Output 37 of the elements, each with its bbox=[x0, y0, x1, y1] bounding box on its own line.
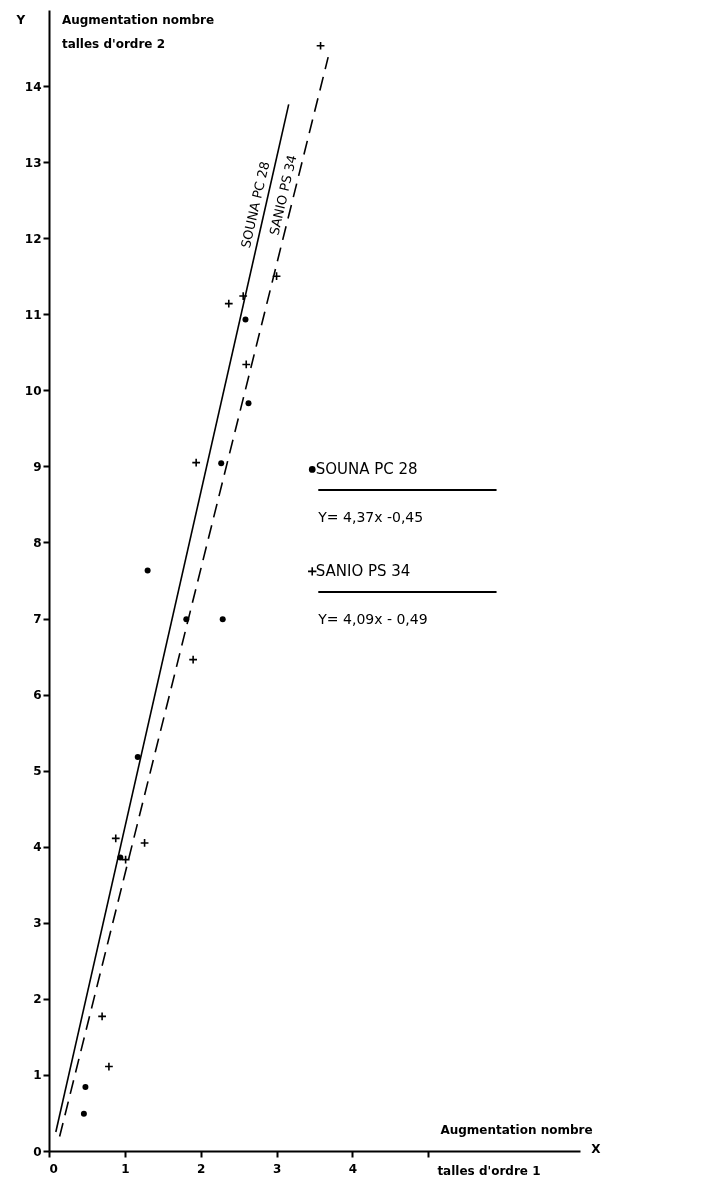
point bbox=[82, 1084, 89, 1091]
point bbox=[219, 616, 226, 623]
text: Augmentation nombre talles d'ordre 1 bbox=[437, 1122, 593, 1178]
x-tick-label: 2 bbox=[197, 1161, 206, 1176]
y-tick-label: 10 bbox=[24, 383, 42, 398]
y-axis-title: Augmentation nombre talles d'ordre 2 bbox=[61, 12, 215, 52]
y-tick-label: 13 bbox=[24, 155, 42, 170]
text: Y bbox=[15, 12, 26, 27]
y-tick-label: 6 bbox=[33, 688, 42, 703]
point bbox=[245, 400, 252, 407]
y-tick-label: 12 bbox=[24, 231, 42, 246]
y-tick-label: 2 bbox=[33, 992, 42, 1007]
legend-label: SOUNA PC 28 bbox=[315, 460, 418, 479]
x-tick-label: 3 bbox=[272, 1161, 282, 1176]
y-tick-label: 7 bbox=[33, 612, 42, 627]
y-tick-label: 1 bbox=[33, 1068, 42, 1083]
x-tick-label: 0 bbox=[49, 1161, 58, 1176]
x-tick-label: 4 bbox=[348, 1161, 358, 1176]
point bbox=[80, 1110, 87, 1117]
y-tick-label: 11 bbox=[24, 307, 42, 322]
point bbox=[218, 460, 225, 467]
y-tick-label: 4 bbox=[33, 840, 42, 855]
x-tick-label: 1 bbox=[121, 1161, 130, 1176]
point bbox=[144, 567, 151, 574]
point bbox=[134, 753, 141, 760]
point bbox=[242, 316, 249, 323]
annotation: Y= 4,37x -0,45 bbox=[317, 509, 424, 526]
y-tick-label: 14 bbox=[24, 79, 42, 94]
y-tick-label: 9 bbox=[33, 459, 42, 474]
point bbox=[238, 291, 248, 301]
y-tick-label: 8 bbox=[33, 535, 42, 550]
annotation: Y= 4,09x - 0,49 bbox=[317, 611, 428, 628]
legend-label: SANIO PS 34 bbox=[315, 562, 411, 581]
y-tick-label: 5 bbox=[33, 764, 42, 779]
y-tick-label: 0 bbox=[33, 1144, 42, 1159]
y-tick-label: 3 bbox=[33, 916, 42, 931]
text: X bbox=[591, 1141, 602, 1156]
